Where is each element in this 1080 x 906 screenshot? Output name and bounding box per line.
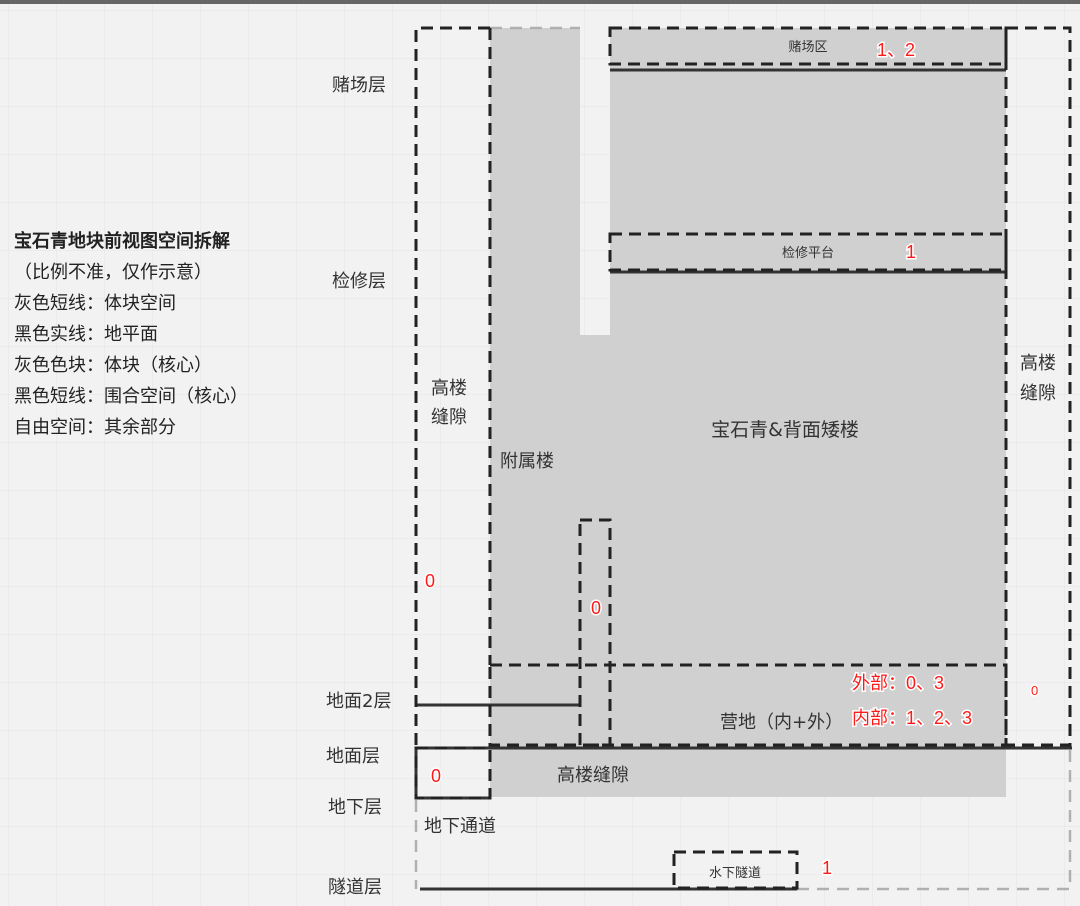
- number-underground: 0: [431, 766, 441, 786]
- legend-item: 灰色色块：体块（核心）: [14, 355, 212, 376]
- label-underground-passage: 地下通道: [424, 816, 496, 837]
- label-annex: 附属楼: [500, 451, 554, 472]
- label-right-gap-1: 高楼: [1020, 353, 1056, 374]
- number-maintenance: 1: [906, 242, 916, 262]
- main-building-block: [610, 28, 1006, 745]
- underground-enclosure: [414, 746, 492, 800]
- label-bottom-gap: 高楼缝隙: [557, 765, 629, 786]
- legend-item: 黑色短线：围合空间（核心）: [14, 386, 248, 407]
- level-ground: 地面层: [326, 746, 380, 767]
- level-casino: 赌场层: [332, 75, 386, 96]
- window-top-bar: [0, 0, 1080, 4]
- level-underground: 地下层: [328, 797, 382, 818]
- underwater-tunnel-enclosure: [672, 850, 799, 890]
- level-maintenance: 检修层: [332, 271, 386, 292]
- number-left-gap: 0: [425, 571, 435, 591]
- legend: 宝石青地块前视图空间拆解 （比例不准，仅作示意） 灰色短线：体块空间 黑色实线：…: [14, 226, 248, 443]
- bottom-gap-block: [490, 745, 1006, 797]
- number-mid-gap: 0: [591, 598, 601, 618]
- number-right-gap: 0: [1031, 683, 1038, 698]
- casino-enclosure: [608, 26, 1008, 66]
- diagram-title: 宝石青地块前视图空间拆解: [14, 231, 230, 252]
- label-camp: 营地（内+外）: [720, 712, 843, 733]
- number-camp-outer: 外部：0、3: [852, 673, 944, 693]
- label-right-gap-2: 缝隙: [1020, 383, 1056, 404]
- label-main-building: 宝石青&背面矮楼: [711, 419, 859, 441]
- maintenance-enclosure: [608, 232, 1008, 272]
- legend-item: 灰色短线：体块空间: [14, 293, 176, 314]
- legend-item: 自由空间：其余部分: [14, 417, 176, 438]
- label-left-gap-1: 高楼: [431, 378, 467, 399]
- number-camp-inner: 内部：1、2、3: [852, 708, 972, 728]
- number-casino: 1、2: [877, 40, 915, 60]
- label-underwater-tunnel: 水下隧道: [709, 865, 761, 881]
- number-tunnel: 1: [822, 858, 832, 878]
- label-maintenance-platform: 检修平台: [782, 246, 834, 261]
- mid-gap-block: [580, 335, 610, 745]
- annex-block: [490, 28, 580, 745]
- right-gap-enclosure: [1004, 26, 1072, 747]
- level-ground2: 地面2层: [326, 691, 391, 712]
- legend-item: 黑色实线：地平面: [14, 324, 158, 345]
- label-left-gap-2: 缝隙: [431, 407, 467, 428]
- label-casino-zone: 赌场区: [788, 40, 827, 55]
- left-gap-enclosure: [414, 26, 490, 745]
- legend-item: （比例不准，仅作示意）: [14, 262, 212, 283]
- level-tunnel: 隧道层: [328, 877, 382, 898]
